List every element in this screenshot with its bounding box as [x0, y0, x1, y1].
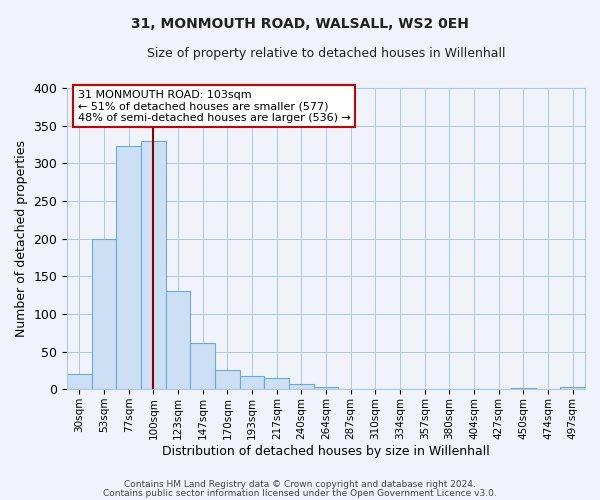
Bar — [190, 342, 215, 389]
Bar — [560, 387, 585, 389]
Bar — [314, 387, 338, 389]
Title: Size of property relative to detached houses in Willenhall: Size of property relative to detached ho… — [147, 48, 505, 60]
Bar — [67, 374, 92, 389]
Text: 31 MONMOUTH ROAD: 103sqm
← 51% of detached houses are smaller (577)
48% of semi-: 31 MONMOUTH ROAD: 103sqm ← 51% of detach… — [77, 90, 350, 123]
Bar — [92, 238, 116, 389]
Text: 31, MONMOUTH ROAD, WALSALL, WS2 0EH: 31, MONMOUTH ROAD, WALSALL, WS2 0EH — [131, 18, 469, 32]
Bar — [141, 141, 166, 389]
Bar — [289, 384, 314, 389]
Text: Contains public sector information licensed under the Open Government Licence v3: Contains public sector information licen… — [103, 488, 497, 498]
Y-axis label: Number of detached properties: Number of detached properties — [15, 140, 28, 337]
Bar — [265, 378, 289, 389]
Bar — [116, 146, 141, 389]
Bar — [166, 292, 190, 389]
X-axis label: Distribution of detached houses by size in Willenhall: Distribution of detached houses by size … — [162, 444, 490, 458]
Bar — [511, 388, 536, 389]
Bar — [215, 370, 240, 389]
Bar — [240, 376, 265, 389]
Text: Contains HM Land Registry data © Crown copyright and database right 2024.: Contains HM Land Registry data © Crown c… — [124, 480, 476, 489]
